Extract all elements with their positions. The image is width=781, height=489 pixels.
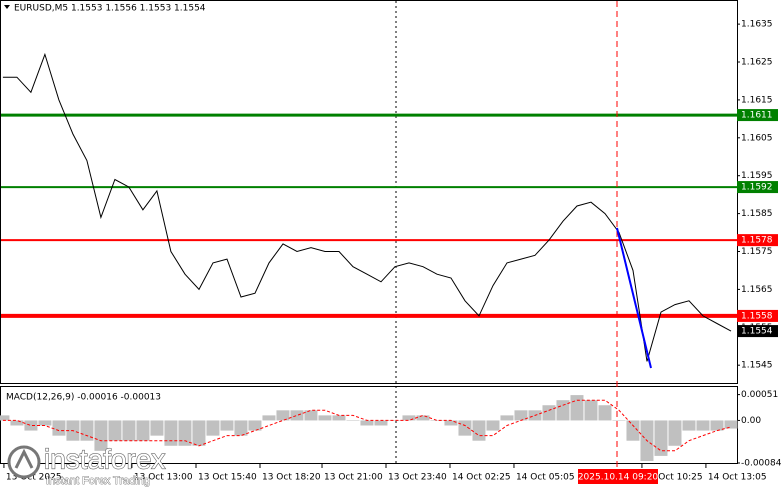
macd-bar [38, 420, 52, 426]
macd-bar [430, 420, 444, 421]
macd-bar [570, 395, 584, 421]
macd-bar [696, 420, 710, 431]
macd-bar [52, 420, 66, 436]
crosshair-label: 2025.10.14 09:20 [578, 473, 659, 483]
macd-bar [542, 405, 556, 421]
last-price-label: 1.1554 [741, 327, 773, 337]
macd-frame [0, 386, 738, 464]
price-line [2, 52, 732, 362]
macd-bar [360, 420, 374, 426]
macd-bar [598, 405, 612, 421]
crosshair-label-box [578, 469, 658, 484]
macd-bar [220, 420, 234, 431]
y-tick-label: 1.1565 [741, 285, 773, 295]
signal-line [2, 399, 732, 452]
macd-bar [164, 420, 178, 446]
watermark-brand: instaforex [44, 443, 165, 474]
level-label: 1.1558 [741, 311, 773, 321]
macd-bar [514, 410, 528, 421]
macd-bar [0, 415, 10, 421]
macd-bar [150, 420, 164, 436]
macd-bar [108, 420, 122, 441]
macd-bar [234, 420, 248, 436]
macd-bar [94, 420, 108, 451]
macd-bar [136, 420, 150, 441]
macd-bar [24, 420, 38, 431]
y-tick-label: -0.00084 [741, 459, 781, 469]
y-tick-label: 1.1585 [741, 209, 773, 219]
x-tick-label: 13 Oct 13:00 [134, 473, 193, 483]
macd-bar [556, 400, 570, 421]
watermark-icon [7, 445, 41, 479]
macd-bar [80, 420, 94, 441]
x-tick-label: 13 Oct 23:40 [388, 473, 447, 483]
macd-bar [584, 400, 598, 421]
macd-bar [612, 420, 626, 421]
macd-bar [262, 415, 276, 421]
level-label-box [737, 109, 778, 122]
macd-bar [192, 420, 206, 446]
macd-title: MACD(12,26,9) -0.00016 -0.00013 [6, 393, 161, 403]
y-tick-label: 1.1595 [741, 171, 773, 181]
y-tick-label: 0.00051 [741, 390, 778, 400]
macd-bar [444, 420, 458, 426]
macd-bar [710, 420, 724, 431]
level-label-box [737, 234, 778, 247]
macd-bar [500, 415, 514, 421]
trend-line [616, 227, 652, 369]
menu-triangle [4, 5, 10, 9]
macd-bar [626, 420, 640, 441]
macd-bar [682, 420, 696, 431]
macd-bar [178, 420, 192, 446]
x-tick-label: 14 Oct 10:25 [644, 473, 703, 483]
x-tick-label: 14 Oct 02:25 [452, 473, 511, 483]
macd-bar [654, 420, 668, 456]
macd-bar [724, 420, 738, 429]
macd-bar [122, 420, 136, 441]
watermark-icon-mark [14, 448, 34, 469]
watermark-tagline: Instant Forex Trading [46, 475, 150, 487]
macd-bar [276, 410, 290, 421]
level-label: 1.1578 [741, 236, 773, 246]
y-tick-label: 1.1545 [741, 361, 773, 371]
x-tick-label: 13 Oct 15:40 [198, 473, 257, 483]
macd-bar [486, 420, 500, 431]
macd-bar [374, 420, 388, 426]
macd-bar [332, 415, 346, 421]
macd-bar [304, 410, 318, 421]
x-tick-label: 13 Oct 18:20 [262, 473, 321, 483]
level-label-box [737, 309, 778, 322]
x-tick-label: 13 Oct 2025 [6, 473, 62, 483]
macd-bar [668, 420, 682, 446]
watermark: instaforex Instant Forex Trading [7, 443, 166, 487]
y-tick-label: 1.1575 [741, 247, 773, 257]
y-tick-label: 1.1615 [741, 95, 773, 105]
x-tick-label: 13 Oct 21:00 [324, 473, 383, 483]
y-tick-label: 0.00 [741, 416, 761, 426]
x-tick-label: 14 Oct 13:05 [708, 473, 767, 483]
label-layer: 1.1611 1.1592 1.1578 1.1558 1.1554 [737, 109, 778, 338]
macd-bar [248, 420, 262, 431]
macd-bar [206, 420, 220, 436]
macd-bar [388, 420, 402, 421]
macd-bar [318, 415, 332, 421]
y-tick-label: 1.1605 [741, 133, 773, 143]
level-label: 1.1592 [741, 183, 773, 193]
price-title: EURUSD,M5 1.1553 1.1556 1.1553 1.1554 [14, 4, 206, 14]
macd-bar [290, 410, 304, 421]
macd-bar [458, 420, 472, 436]
macd-bar [416, 415, 430, 421]
x-tick-label: 14 Oct 05:05 [516, 473, 575, 483]
y-tick-label: 1.1635 [741, 20, 773, 30]
y-tick-label: 1.1625 [741, 58, 773, 68]
level-label: 1.1611 [741, 111, 773, 121]
macd-bar [402, 415, 416, 421]
last-price-box [737, 325, 778, 338]
level-label-box [737, 181, 778, 194]
macd-bar [346, 420, 360, 421]
macd-bar [10, 420, 24, 426]
macd-bar [472, 420, 486, 441]
